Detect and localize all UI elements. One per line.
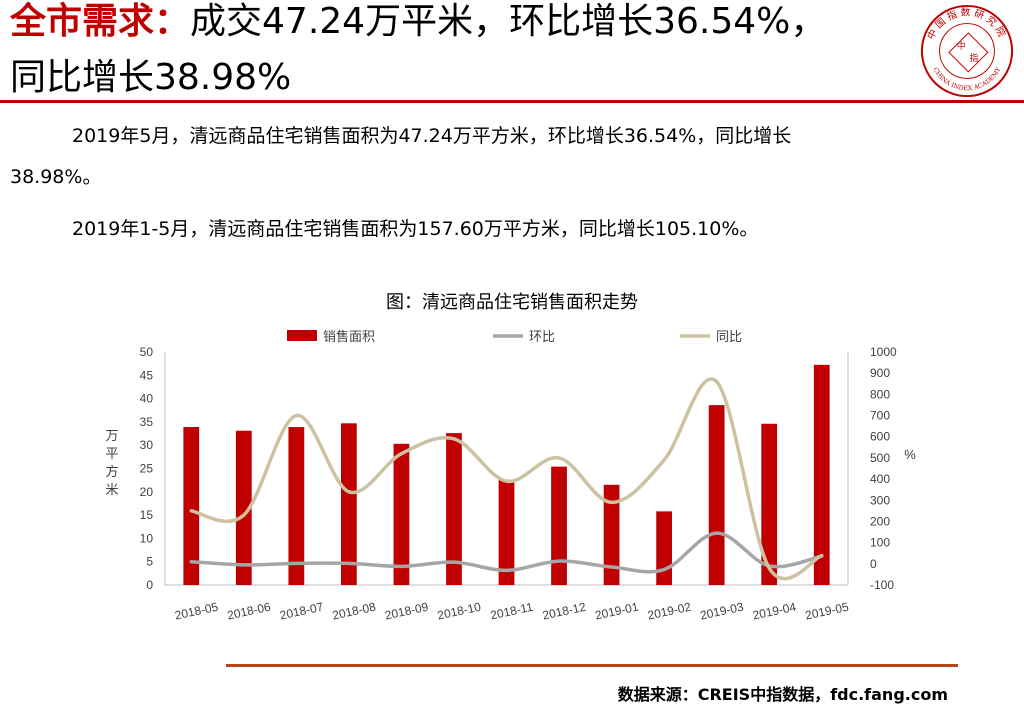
footer-divider — [226, 664, 958, 667]
bar-2018-07 — [288, 427, 305, 585]
summary-paragraph-1: 2019年5月，清远商品住宅销售面积为47.24万平方米，环比增长36.54%，… — [72, 125, 792, 147]
bar-2019-05 — [813, 364, 830, 585]
title-keyword: 全市需求： — [10, 1, 191, 42]
page-title-line-2: 同比增长38.98% — [10, 57, 292, 98]
header-divider — [0, 100, 1024, 103]
x-tick-label: 2018-11 — [489, 600, 534, 623]
y-left-tick-label: 35 — [140, 415, 154, 429]
sales-area-chart: 0 5 10 15 20 25 30 35 40 45 50 -100 0 100 200 300 400 500… — [105, 329, 916, 623]
logo-center-b: 指 — [969, 52, 978, 64]
bar-2018-10 — [446, 433, 462, 585]
y-left-tick-label: 45 — [140, 368, 154, 382]
y-right-tick-label: 300 — [870, 493, 890, 507]
y-right-tick-label: -100 — [870, 578, 894, 592]
y-right-tick-label: 400 — [870, 472, 890, 486]
legend-label: 同比 — [716, 329, 742, 344]
x-tick-label: 2018-10 — [436, 600, 482, 623]
y-left-tick-label: 10 — [140, 531, 154, 545]
y-right-tick-label: 1000 — [870, 345, 897, 359]
x-tick-label: 2019-02 — [646, 600, 692, 623]
line-series-mom — [189, 531, 824, 574]
summary-paragraph-2: 2019年1-5月，清远商品住宅销售面积为157.60万平方米，同比增长105.… — [72, 218, 759, 240]
x-tick-label: 2019-01 — [594, 600, 640, 623]
bar-2018-09 — [393, 443, 410, 585]
y-right-tick-label: 200 — [870, 514, 890, 528]
chart-title: 图：清远商品住宅销售面积走势 — [386, 292, 638, 313]
y-left-tick-label: 5 — [146, 555, 153, 569]
y-right-tick-label: 700 — [870, 409, 890, 423]
bar-2018-11 — [498, 479, 515, 585]
y-left-axis-label-char: 万 — [105, 428, 118, 443]
x-tick-label: 2018-07 — [279, 600, 325, 623]
y-left-tick-label: 30 — [140, 438, 154, 452]
bar-2018-06 — [235, 430, 252, 585]
bar-2019-02 — [656, 511, 672, 585]
y-right-tick-label: 100 — [870, 536, 890, 550]
y-left-axis-label-char: 平 — [105, 446, 118, 461]
china-index-academy-logo: 中国指数研究院 CHINA INDEX ACADEMY 中 指 — [920, 4, 1014, 98]
bar-2019-04 — [761, 423, 778, 585]
data-source: 数据来源：CREIS中指数据，fdc.fang.com — [617, 685, 948, 704]
y-left-tick-label: 15 — [140, 508, 154, 522]
y-left-tick-label: 20 — [140, 485, 154, 499]
x-tick-label: 2018-09 — [384, 600, 430, 623]
x-tick-label: 2018-05 — [173, 600, 219, 623]
legend-label: 销售面积 — [323, 329, 375, 344]
legend-label: 环比 — [529, 329, 555, 344]
y-right-tick-label: 0 — [870, 557, 877, 571]
legend-swatch-bar — [287, 330, 317, 341]
title-text: 成交47.24万平米，环比增长36.54%， — [190, 1, 827, 42]
bar-2018-05 — [183, 427, 200, 585]
line-series-yoy — [189, 377, 824, 581]
x-tick-label: 2018-12 — [541, 600, 587, 623]
bar-2019-03 — [708, 405, 725, 585]
y-right-tick-label: 900 — [870, 366, 890, 380]
y-right-tick-label: 600 — [870, 430, 890, 444]
y-left-tick-label: 40 — [140, 392, 154, 406]
x-tick-label: 2018-06 — [226, 600, 272, 623]
y-right-tick-label: 500 — [870, 451, 890, 465]
x-tick-label: 2019-04 — [751, 600, 797, 623]
bar-2019-01 — [603, 484, 620, 585]
x-tick-label: 2019-03 — [699, 600, 745, 623]
logo-center-a: 中 — [957, 40, 966, 52]
summary-paragraph-1-cont: 38.98%。 — [10, 166, 102, 188]
bar-2018-12 — [551, 466, 567, 585]
y-left-axis-label-char: 米 — [105, 482, 118, 497]
y-left-axis-label-char: 方 — [105, 464, 118, 479]
x-tick-label: 2018-08 — [331, 600, 377, 623]
page-title-line-1: 全市需求：成交47.24万平米，环比增长36.54%， — [10, 2, 826, 42]
y-left-tick-label: 25 — [140, 462, 154, 476]
bar-2018-08 — [341, 423, 357, 585]
y-left-tick-label: 50 — [140, 345, 154, 359]
y-right-axis-label: % — [904, 447, 916, 462]
y-left-tick-label: 0 — [146, 578, 153, 592]
x-tick-label: 2019-05 — [804, 600, 850, 623]
y-right-tick-label: 800 — [870, 387, 890, 401]
